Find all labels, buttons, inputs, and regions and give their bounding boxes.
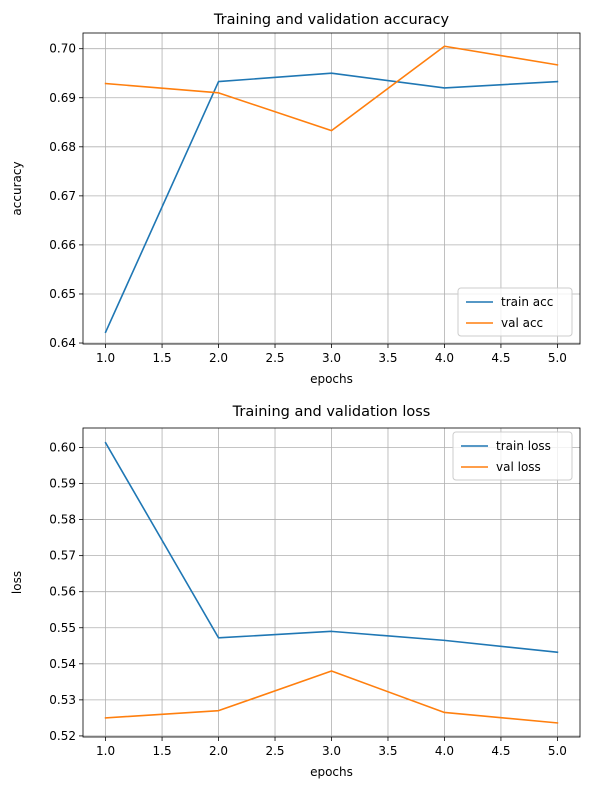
y-tick-label: 0.65: [49, 287, 76, 301]
x-tick-label: 3.5: [378, 744, 397, 758]
legend-box: [457, 287, 573, 337]
series-line-train-loss: [104, 441, 559, 654]
x-tick-label: 4.5: [491, 351, 510, 365]
legend: train loss val loss: [452, 431, 573, 481]
x-tick-label: 2.0: [209, 351, 228, 365]
legend-label-val-loss: val loss: [496, 460, 541, 474]
y-tick-label: 0.64: [49, 336, 76, 350]
x-tick-label: 3.5: [378, 351, 397, 365]
x-tick-label: 5.0: [548, 744, 567, 758]
x-tick-label: 2.0: [209, 744, 228, 758]
accuracy-chart: 1.0 1.5 2.0 2.5 3.0 3.5 4.0 4.5 5.0 0.64 0.65 0.66 0…: [10, 12, 581, 386]
x-tick-label: 4.5: [491, 744, 510, 758]
legend-label-train-acc: train acc: [501, 295, 553, 309]
x-tick-label: 1.0: [96, 351, 115, 365]
x-tick-label: 5.0: [548, 351, 567, 365]
y-tick-label: 0.68: [49, 140, 76, 154]
x-axis-label: epochs: [310, 372, 353, 386]
legend: train acc val acc: [457, 287, 573, 337]
series-line-val-loss: [104, 670, 559, 724]
legend-box: [452, 431, 573, 481]
x-tick-label: 1.0: [96, 744, 115, 758]
y-tick-label: 0.58: [49, 513, 76, 527]
y-tick-label: 0.59: [49, 477, 76, 491]
y-axis-label: accuracy: [10, 161, 24, 215]
series-line-train-acc: [104, 72, 559, 334]
chart-title: Training and validation accuracy: [213, 12, 450, 28]
y-tick-label: 0.66: [49, 238, 76, 252]
x-tick-label: 4.0: [435, 351, 454, 365]
legend-label-train-loss: train loss: [496, 439, 551, 453]
x-tick-label: 1.5: [153, 744, 172, 758]
x-tick-label: 4.0: [435, 744, 454, 758]
y-tick-label: 0.60: [49, 440, 76, 454]
x-tick-label: 2.5: [265, 744, 284, 758]
grid: [83, 33, 580, 344]
series-line-val-acc: [104, 45, 559, 132]
grid: [83, 428, 580, 737]
y-tick-label: 0.56: [49, 585, 76, 599]
chart-title: Training and validation loss: [232, 404, 431, 420]
x-tick-label: 3.0: [322, 744, 341, 758]
x-tick-label: 3.0: [322, 351, 341, 365]
y-axis-label: loss: [10, 571, 24, 594]
x-tick-label: 1.5: [153, 351, 172, 365]
y-tick-label: 0.53: [49, 693, 76, 707]
y-tick-label: 0.67: [49, 189, 76, 203]
y-tick-label: 0.52: [49, 729, 76, 743]
loss-chart: 1.0 1.5 2.0 2.5 3.0 3.5 4.0 4.5 5.0 0.52 0.53 0.54 0…: [10, 404, 581, 779]
x-axis-label: epochs: [310, 765, 353, 779]
y-tick-label: 0.57: [49, 549, 76, 563]
y-tick-label: 0.55: [49, 621, 76, 635]
y-tick-label: 0.69: [49, 91, 76, 105]
y-tick-label: 0.54: [49, 657, 76, 671]
y-tick-label: 0.70: [49, 42, 76, 56]
x-tick-label: 2.5: [265, 351, 284, 365]
legend-label-val-acc: val acc: [501, 316, 543, 330]
